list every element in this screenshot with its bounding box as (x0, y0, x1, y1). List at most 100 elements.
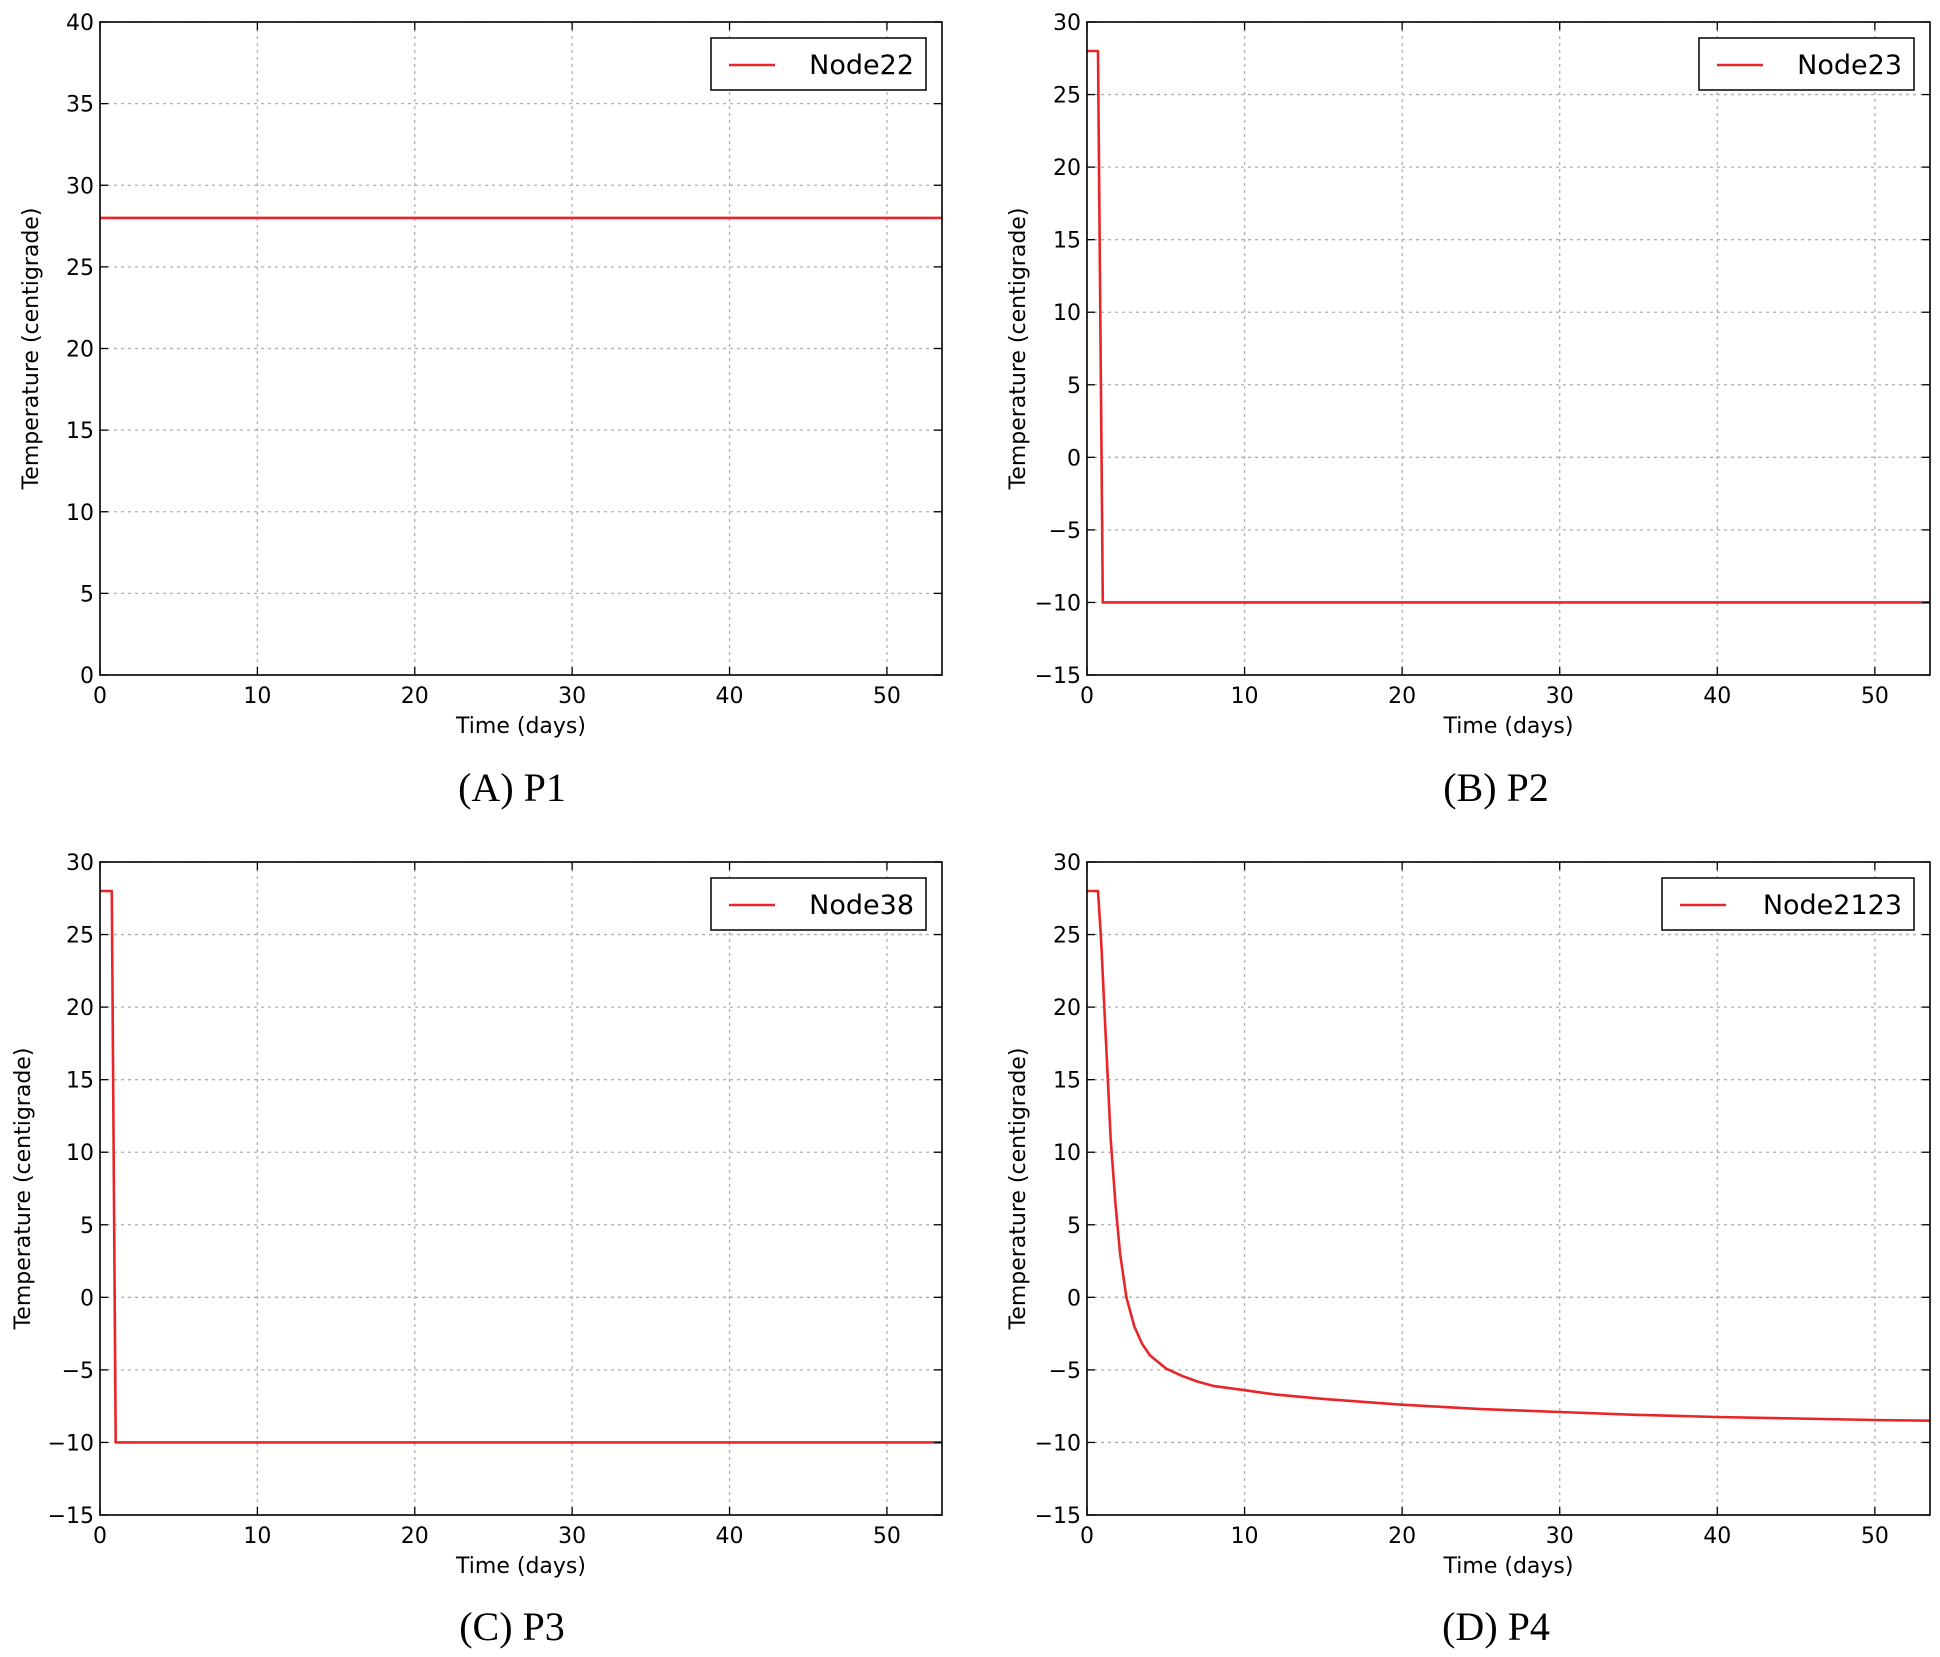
panel-c-y-tick-label: −15 (48, 1504, 94, 1529)
panel-d: 0 10 20 30 40 50 −15 −10 −5 0 5 10 15 20 25 30 Time (day… (1006, 851, 1931, 1649)
panel-d-x-tick-label: 30 (1546, 1524, 1574, 1549)
panel-a-caption: (A) P1 (458, 765, 566, 810)
panel-b-x-tick-label: 0 (1080, 684, 1094, 709)
panel-d-y-tick-label: −15 (1035, 1504, 1081, 1529)
panel-a-x-tick-label: 50 (873, 684, 901, 709)
panel-c-ticks: 0 10 20 30 40 50 −15 −10 −5 0 5 10 15 20 25 30 (48, 851, 942, 1549)
panel-a-x-axis-label: Time (days) (455, 714, 586, 739)
panel-b-y-tick-label: 10 (1053, 301, 1081, 326)
panel-a-x-tick-label: 30 (558, 684, 586, 709)
panel-d-y-axis-label: Temperature (centigrade) (1006, 1048, 1031, 1331)
panel-d-y-tick-label: 0 (1067, 1286, 1081, 1311)
panel-d-y-tick-label: 10 (1053, 1141, 1081, 1166)
panel-b-axes-frame (1086, 21, 1931, 676)
panel-c-y-tick-label: 30 (66, 851, 94, 876)
panel-b-x-axis-label: Time (days) (1443, 714, 1574, 739)
panel-b-y-axis-label: Temperature (centigrade) (1006, 208, 1031, 491)
panel-b-y-tick-label: 15 (1053, 229, 1081, 254)
panel-b-y-tick-label: 0 (1067, 446, 1081, 471)
panel-b-x-tick-label: 30 (1546, 684, 1574, 709)
panel-c-caption: (C) P3 (459, 1604, 565, 1649)
panel-c-y-tick-label: 5 (80, 1214, 94, 1239)
panel-d-chart: 0 10 20 30 40 50 −15 −10 −5 0 5 10 15 20 25 30 Time (day… (1006, 851, 1931, 1579)
panel-a-y-tick-label: 0 (80, 664, 94, 689)
panel-d-axes-frame (1086, 861, 1931, 1516)
panel-a-legend-label: Node22 (809, 50, 914, 81)
panel-b-legend: Node23 (1698, 37, 1915, 91)
panel-b-y-tick-label: −15 (1035, 664, 1081, 689)
panel-a-y-tick-label: 35 (66, 93, 94, 118)
panel-c-x-tick-label: 30 (558, 1524, 586, 1549)
panel-a-x-tick-label: 0 (93, 684, 107, 709)
panel-a-y-tick-label: 30 (66, 174, 94, 199)
panel-b-caption: (B) P2 (1443, 765, 1549, 810)
panel-c-x-tick-label: 10 (243, 1524, 271, 1549)
panel-c-chart: 0 10 20 30 40 50 −15 −10 −5 0 5 10 15 20 25 30 Time (day… (11, 851, 943, 1579)
panel-d-legend: Node2123 (1661, 877, 1915, 931)
panel-a-legend: Node22 (710, 37, 927, 91)
panel-d-series-line-node2123 (1087, 889, 1931, 1422)
panel-a-y-tick-label: 25 (66, 256, 94, 281)
panel-c-y-tick-label: −5 (62, 1359, 94, 1384)
panel-c-y-tick-label: 25 (66, 924, 94, 949)
panel-d-x-tick-label: 40 (1703, 1524, 1731, 1549)
panel-d-y-tick-label: −5 (1049, 1359, 1081, 1384)
panel-c-axes-frame (99, 861, 943, 1516)
panel-d-x-axis-label: Time (days) (1443, 1554, 1574, 1579)
panel-d-legend-label: Node2123 (1763, 890, 1902, 921)
panel-a-x-tick-label: 20 (401, 684, 429, 709)
panel-c-y-tick-label: −10 (48, 1431, 94, 1456)
panel-b-x-tick-label: 10 (1231, 684, 1259, 709)
panel-d-ticks: 0 10 20 30 40 50 −15 −10 −5 0 5 10 15 20 25 30 (1035, 851, 1930, 1549)
panel-c-legend-label: Node38 (809, 890, 914, 921)
panel-c-y-axis-label: Temperature (centigrade) (11, 1048, 36, 1331)
panel-b-y-tick-label: 5 (1067, 374, 1081, 399)
panel-b-x-tick-label: 40 (1703, 684, 1731, 709)
panel-d-x-tick-label: 0 (1080, 1524, 1094, 1549)
panel-b: 0 10 20 30 40 50 −15 −10 −5 0 5 10 15 20 25 30 Time (day… (1006, 11, 1931, 810)
panel-b-y-tick-label: 30 (1053, 11, 1081, 36)
panel-a-y-tick-label: 10 (66, 501, 94, 526)
panel-c-legend: Node38 (710, 877, 927, 931)
panel-a-y-tick-label: 15 (66, 419, 94, 444)
panel-c-x-tick-label: 0 (93, 1524, 107, 1549)
panel-d-y-tick-label: 20 (1053, 996, 1081, 1021)
panel-d-y-tick-label: −10 (1035, 1431, 1081, 1456)
panel-c-x-tick-label: 20 (401, 1524, 429, 1549)
panel-d-y-tick-label: 30 (1053, 851, 1081, 876)
panel-a-x-tick-label: 40 (716, 684, 744, 709)
panel-c-x-tick-label: 50 (873, 1524, 901, 1549)
panel-a-x-tick-label: 10 (243, 684, 271, 709)
panel-a-y-tick-label: 5 (80, 582, 94, 607)
panel-c: 0 10 20 30 40 50 −15 −10 −5 0 5 10 15 20 25 30 Time (day… (11, 851, 943, 1649)
panel-b-legend-label: Node23 (1797, 50, 1902, 81)
panel-a-ticks: 0 10 20 30 40 50 0 5 10 15 20 25 30 35 40 (66, 11, 942, 709)
panel-d-y-tick-label: 5 (1067, 1214, 1081, 1239)
panel-b-series-line-node23 (1087, 49, 1930, 604)
panel-b-plot-area (1087, 22, 1930, 675)
panel-c-y-tick-label: 20 (66, 996, 94, 1021)
panel-b-chart: 0 10 20 30 40 50 −15 −10 −5 0 5 10 15 20 25 30 Time (day… (1006, 11, 1931, 739)
panel-a: 0 10 20 30 40 50 0 5 10 15 20 25 30 35 40 Time (days) Te… (19, 11, 943, 810)
panel-c-y-tick-label: 10 (66, 1141, 94, 1166)
panel-c-y-tick-label: 15 (66, 1069, 94, 1094)
panel-b-y-tick-label: 20 (1053, 156, 1081, 181)
panel-d-plot-area (1087, 862, 1930, 1515)
panel-b-y-tick-label: −10 (1035, 591, 1081, 616)
panel-a-y-tick-label: 40 (66, 11, 94, 36)
panel-c-x-tick-label: 40 (716, 1524, 744, 1549)
panel-b-y-tick-label: 25 (1053, 84, 1081, 109)
panel-b-y-tick-label: −5 (1049, 519, 1081, 544)
panel-c-x-axis-label: Time (days) (455, 1554, 586, 1579)
panel-d-caption: (D) P4 (1442, 1604, 1550, 1649)
panel-b-x-tick-label: 50 (1861, 684, 1889, 709)
panel-c-y-tick-label: 0 (80, 1286, 94, 1311)
panel-b-ticks: 0 10 20 30 40 50 −15 −10 −5 0 5 10 15 20 25 30 (1035, 11, 1930, 709)
panel-c-series-line-node38 (100, 889, 942, 1444)
panel-a-chart: 0 10 20 30 40 50 0 5 10 15 20 25 30 35 40 Time (days) Te… (19, 11, 943, 739)
panel-d-y-tick-label: 15 (1053, 1069, 1081, 1094)
panel-a-y-tick-label: 20 (66, 338, 94, 363)
panel-a-y-axis-label: Temperature (centigrade) (19, 208, 44, 491)
panel-d-y-tick-label: 25 (1053, 924, 1081, 949)
